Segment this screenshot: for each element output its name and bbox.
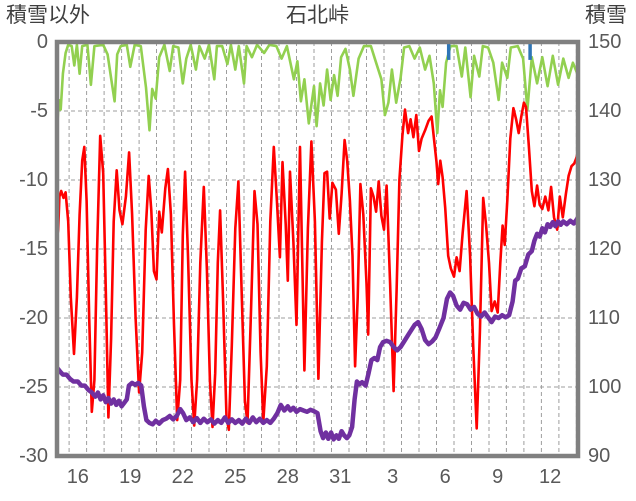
left-axis-tick: -25 bbox=[19, 376, 48, 398]
right-axis-title: 積雪 bbox=[585, 4, 627, 27]
left-axis-tick: -30 bbox=[19, 445, 48, 467]
chart-title: 石北峠 bbox=[286, 4, 349, 27]
green-line-series bbox=[57, 43, 578, 135]
left-axis-tick: 0 bbox=[36, 31, 48, 53]
x-axis-tick: 9 bbox=[492, 466, 504, 488]
left-axis-title: 積雪以外 bbox=[6, 4, 90, 27]
right-axis-tick: 150 bbox=[588, 31, 622, 53]
x-axis-tick: 19 bbox=[119, 466, 142, 488]
x-axis-tick: 31 bbox=[329, 466, 352, 488]
right-axis-tick: 130 bbox=[588, 169, 622, 191]
x-axis-tick: 22 bbox=[171, 466, 194, 488]
purple-line-series bbox=[57, 215, 578, 442]
right-axis-tick: 140 bbox=[588, 100, 622, 122]
right-axis-tick: 100 bbox=[588, 376, 622, 398]
x-axis-tick: 28 bbox=[276, 466, 299, 488]
left-axis-tick: -15 bbox=[19, 238, 48, 260]
x-axis-tick: 12 bbox=[539, 466, 562, 488]
left-axis-tick: -10 bbox=[19, 169, 48, 191]
x-axis-tick: 16 bbox=[66, 466, 89, 488]
right-axis-tick: 110 bbox=[588, 307, 620, 329]
x-axis-tick: 6 bbox=[439, 466, 451, 488]
left-axis-tick: -20 bbox=[19, 307, 48, 329]
x-axis-tick: 3 bbox=[387, 466, 399, 488]
plot-border bbox=[54, 39, 581, 459]
red-line-series bbox=[57, 101, 578, 432]
left-axis-tick: -5 bbox=[30, 100, 48, 122]
right-axis-tick: 120 bbox=[588, 238, 622, 260]
x-axis-tick: 25 bbox=[224, 466, 247, 488]
right-axis-tick: 90 bbox=[588, 445, 611, 467]
plot-area bbox=[57, 42, 578, 442]
